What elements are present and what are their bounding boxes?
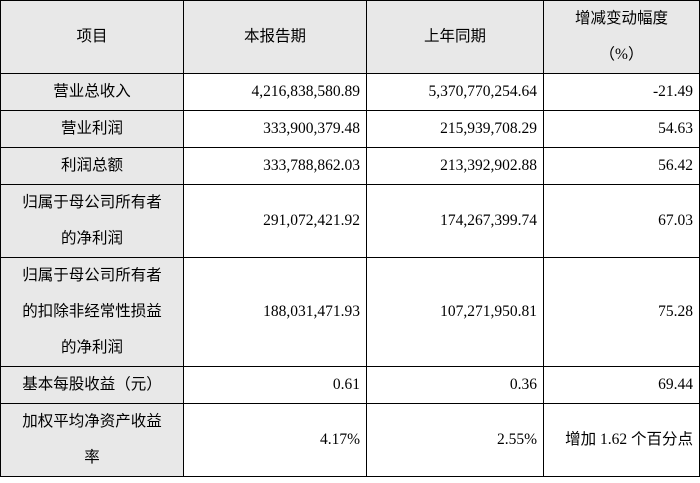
change-value: 75.28	[543, 257, 700, 367]
prior-value: 5,370,770,254.64	[366, 73, 544, 111]
row-label-line: 归属于母公司所有者	[22, 194, 162, 211]
prior-value: 2.55%	[366, 403, 544, 477]
row-label-line: 率	[84, 449, 100, 466]
table-row: 归属于母公司所有者 的净利润 291,072,421.92 174,267,39…	[0, 184, 700, 258]
row-label-line: 营业总收入	[53, 83, 131, 100]
change-value: 54.63	[543, 110, 700, 148]
row-label-line: 归属于母公司所有者	[22, 267, 162, 284]
current-value: 333,900,379.48	[183, 110, 367, 148]
current-value: 291,072,421.92	[183, 184, 367, 258]
row-label: 营业利润	[0, 110, 184, 148]
current-value: 4.17%	[183, 403, 367, 477]
table-row: 基本每股收益（元） 0.61 0.36 69.44	[0, 366, 700, 404]
prior-value: 0.36	[366, 366, 544, 404]
header-change-unit: （%）	[599, 46, 644, 63]
header-prior-period: 上年同期	[366, 0, 544, 74]
current-value: 4,216,838,580.89	[183, 73, 367, 111]
table-row: 营业总收入 4,216,838,580.89 5,370,770,254.64 …	[0, 73, 700, 111]
row-label-line: 营业利润	[60, 120, 123, 137]
row-label-line: 加权平均净资产收益	[22, 413, 162, 430]
row-label: 加权平均净资产收益 率	[0, 403, 184, 477]
change-value: 69.44	[543, 366, 700, 404]
row-label-line: 基本每股收益（元）	[22, 376, 162, 393]
row-label-line: 利润总额	[60, 157, 123, 174]
row-label: 归属于母公司所有者 的净利润	[0, 184, 184, 258]
change-value: 56.42	[543, 147, 700, 185]
change-value: -21.49	[543, 73, 700, 111]
row-label: 营业总收入	[0, 73, 184, 111]
prior-value: 174,267,399.74	[366, 184, 544, 258]
table-row: 利润总额 333,788,862.03 213,392,902.88 56.42	[0, 147, 700, 185]
table-row: 营业利润 333,900,379.48 215,939,708.29 54.63	[0, 110, 700, 148]
prior-value: 107,271,950.81	[366, 257, 544, 367]
header-current-period: 本报告期	[183, 0, 367, 74]
table-row: 归属于母公司所有者 的扣除非经常性损益 的净利润 188,031,471.93 …	[0, 257, 700, 367]
current-value: 333,788,862.03	[183, 147, 367, 185]
header-change-percent: 增减变动幅度 （%）	[543, 0, 700, 74]
current-value: 0.61	[183, 366, 367, 404]
prior-value: 215,939,708.29	[366, 110, 544, 148]
row-label-line: 的扣除非经常性损益	[22, 303, 162, 320]
change-value: 增加 1.62 个百分点	[543, 403, 700, 477]
table-row: 加权平均净资产收益 率 4.17% 2.55% 增加 1.62 个百分点	[0, 403, 700, 477]
current-value: 188,031,471.93	[183, 257, 367, 367]
header-item: 项目	[0, 0, 184, 74]
table-header-row: 项目 本报告期 上年同期 增减变动幅度 （%）	[0, 0, 700, 74]
row-label: 利润总额	[0, 147, 184, 185]
row-label: 归属于母公司所有者 的扣除非经常性损益 的净利润	[0, 257, 184, 367]
change-value: 67.03	[543, 184, 700, 258]
row-label-line: 的净利润	[60, 230, 123, 247]
prior-value: 213,392,902.88	[366, 147, 544, 185]
header-change-title: 增减变动幅度	[574, 10, 668, 27]
row-label: 基本每股收益（元）	[0, 366, 184, 404]
row-label-line: 的净利润	[60, 339, 123, 356]
